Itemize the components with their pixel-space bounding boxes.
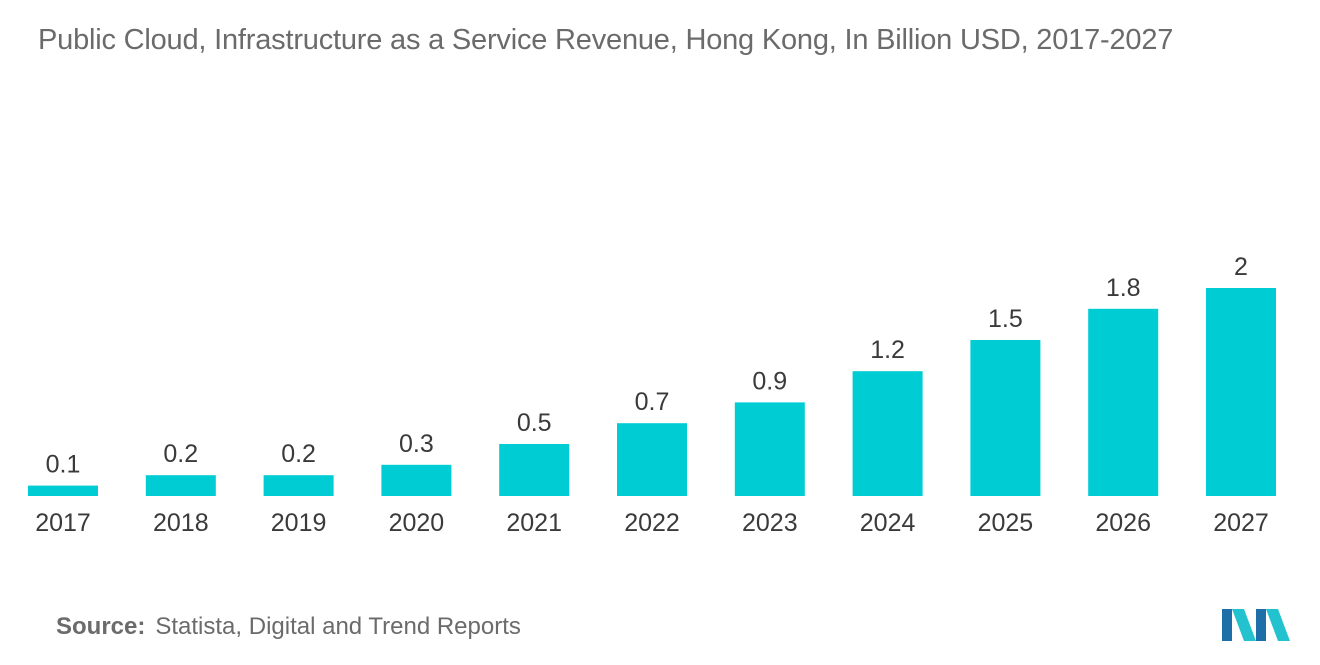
bar-2026 (1088, 308, 1159, 496)
data-label-2026: 1.8 (1106, 274, 1141, 302)
mordor-intelligence-logo-icon (1222, 609, 1290, 641)
data-label-2017: 0.1 (46, 451, 81, 479)
x-tick-2021: 2021 (506, 509, 562, 537)
data-label-2023: 0.9 (752, 367, 787, 395)
bar-2018 (145, 475, 216, 496)
x-tick-2025: 2025 (978, 509, 1034, 537)
bar-chart: 0.120170.220180.220190.320200.520210.720… (28, 253, 1276, 537)
bar-2021 (499, 444, 570, 496)
source-note: Source: Statista, Digital and Trend Repor… (56, 613, 521, 641)
bar-2023 (734, 402, 805, 496)
bar-2027 (1206, 288, 1276, 496)
source-text: Statista, Digital and Trend Reports (155, 613, 521, 640)
x-tick-2020: 2020 (389, 509, 445, 537)
bar-2025 (970, 340, 1041, 496)
x-tick-2024: 2024 (860, 509, 916, 537)
bar-2019 (263, 475, 334, 496)
bar-2020 (381, 464, 452, 496)
x-tick-2017: 2017 (35, 509, 91, 537)
x-tick-2022: 2022 (624, 509, 680, 537)
x-tick-2026: 2026 (1095, 509, 1151, 537)
bar-2017 (28, 485, 98, 496)
x-tick-2023: 2023 (742, 509, 798, 537)
data-label-2025: 1.5 (988, 305, 1023, 333)
x-tick-2019: 2019 (271, 509, 327, 537)
chart-title: Public Cloud, Infrastructure as a Servic… (38, 24, 1174, 56)
bar-2024 (852, 371, 923, 496)
data-label-2021: 0.5 (517, 409, 552, 437)
data-label-2027: 2 (1234, 253, 1248, 281)
data-label-2020: 0.3 (399, 430, 434, 458)
bar-2022 (617, 423, 687, 496)
data-label-2024: 1.2 (870, 336, 905, 364)
source-label: Source: (56, 613, 146, 640)
x-tick-2027: 2027 (1213, 509, 1269, 537)
x-tick-2018: 2018 (153, 509, 209, 537)
data-label-2018: 0.2 (163, 440, 198, 468)
data-label-2022: 0.7 (635, 388, 670, 416)
data-label-2019: 0.2 (281, 440, 316, 468)
